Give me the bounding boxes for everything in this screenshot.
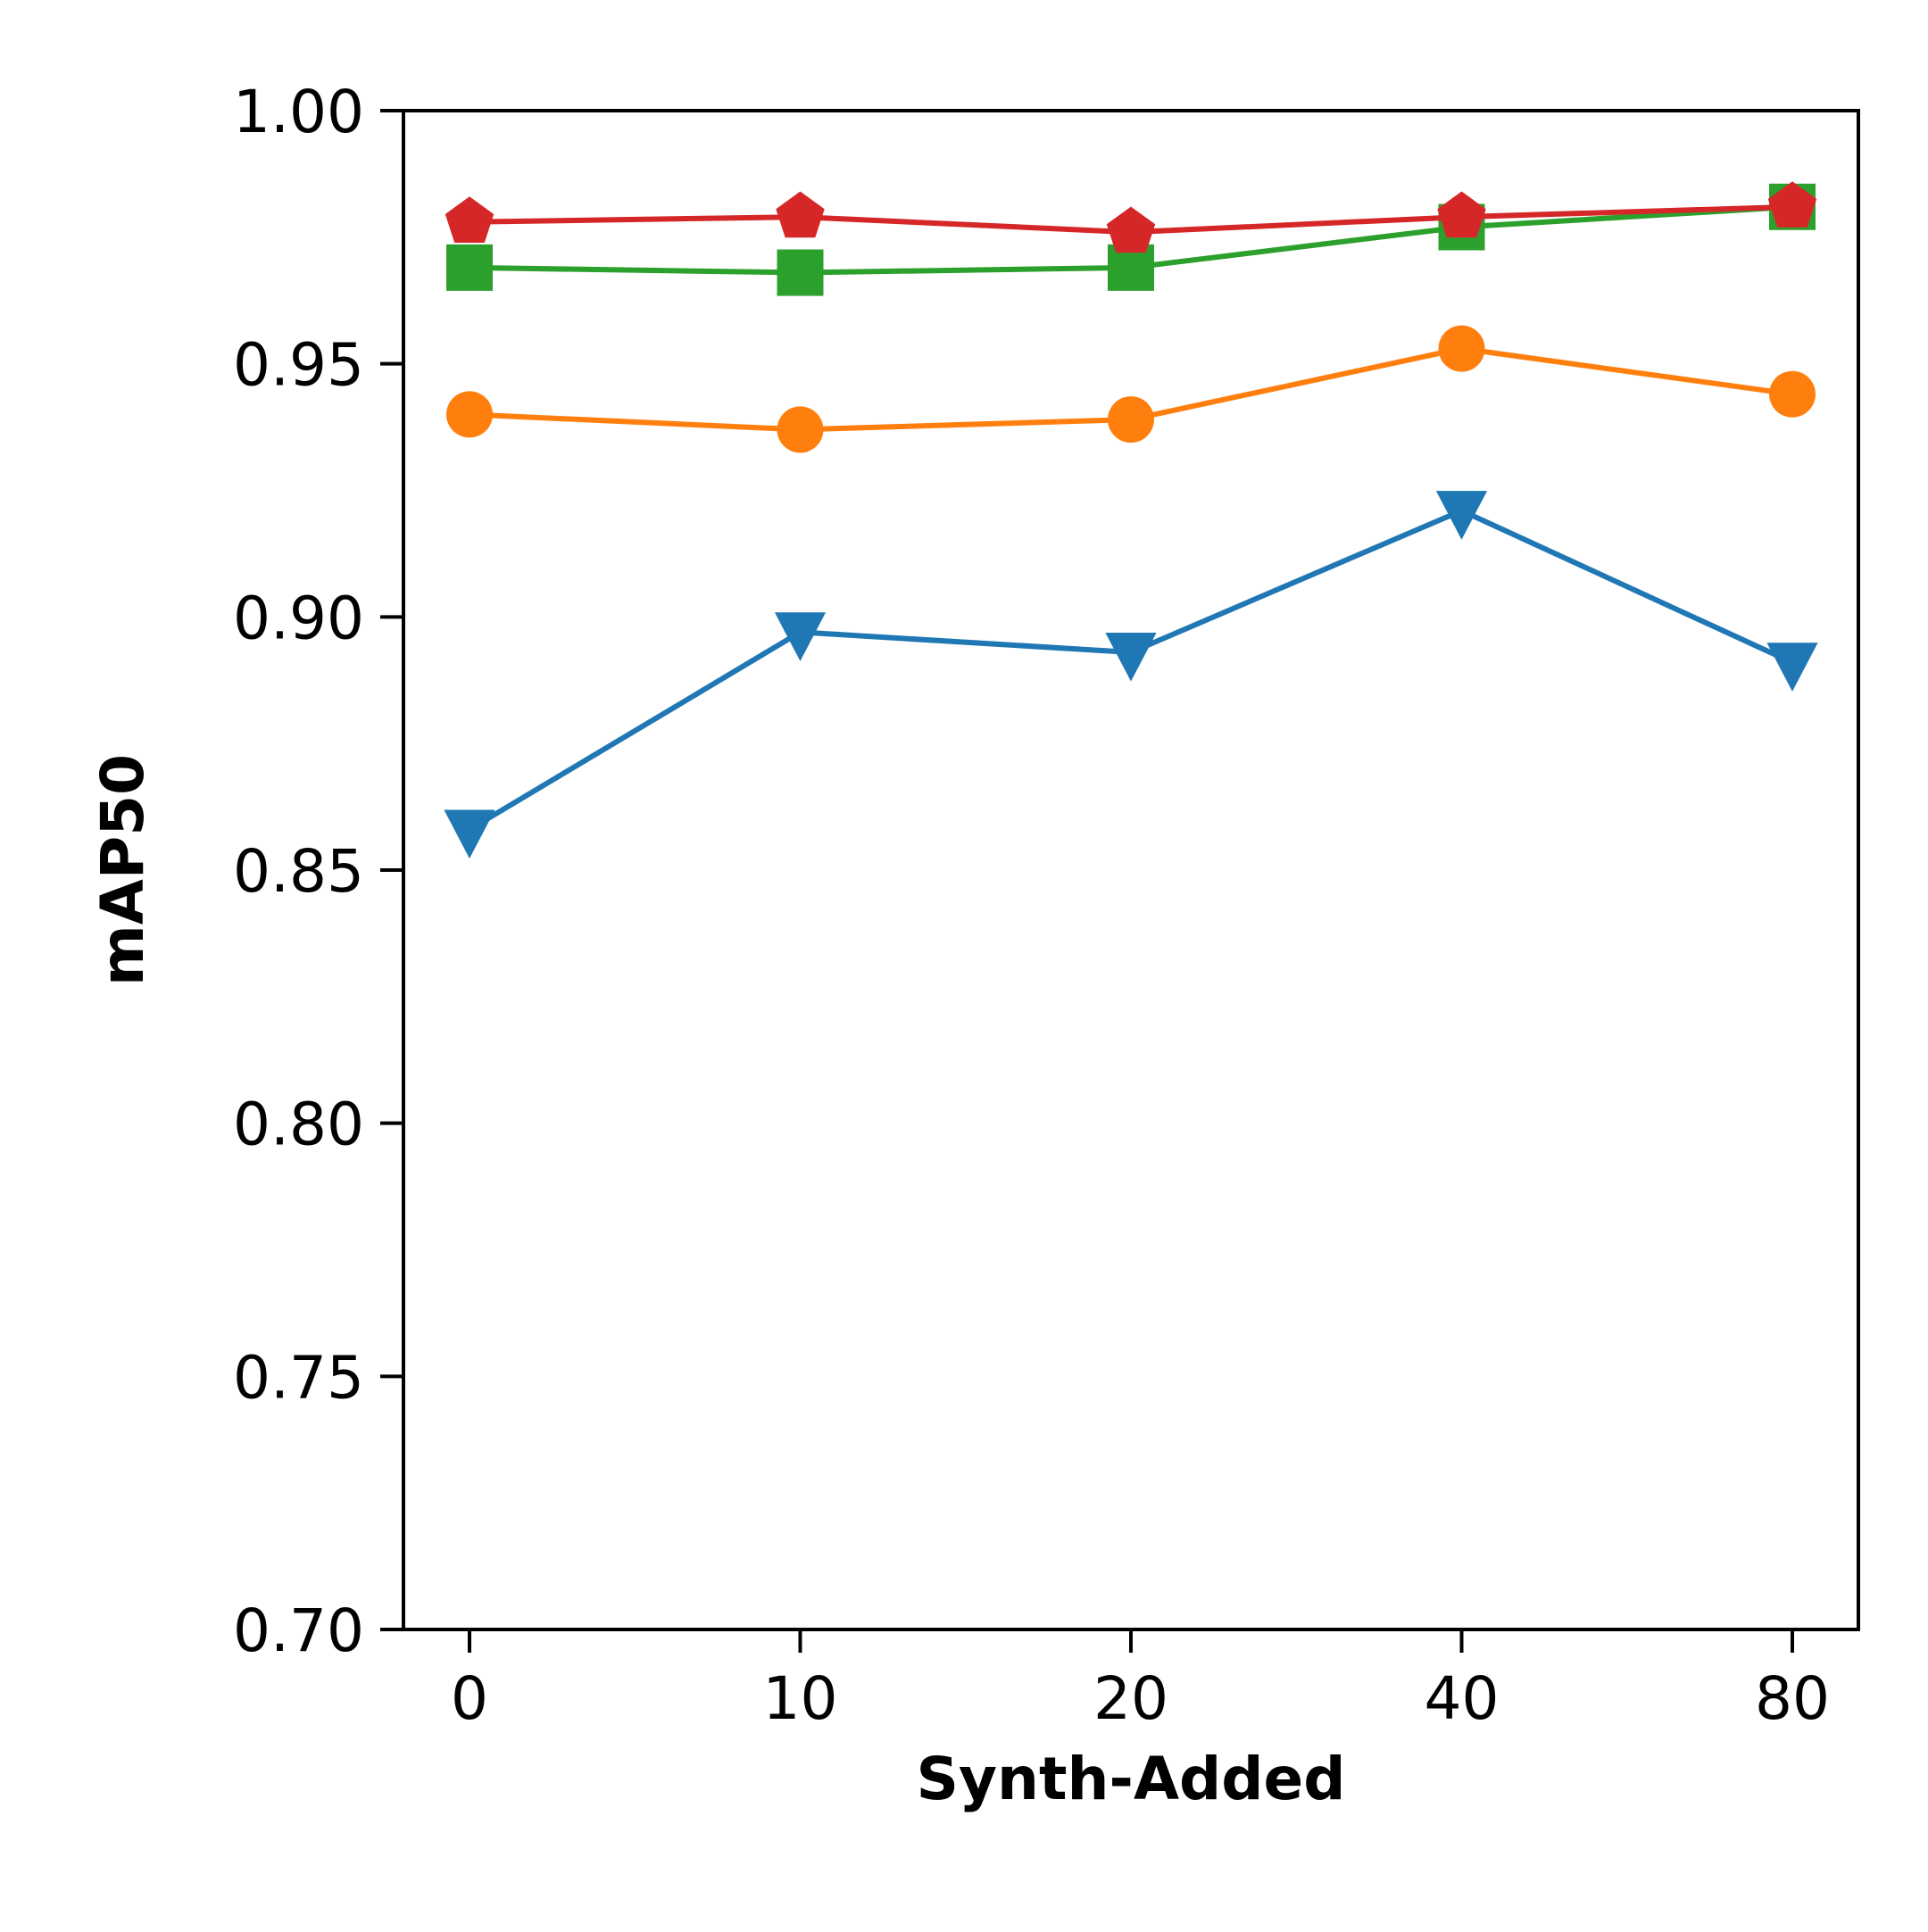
- x-tick-label: 80: [1755, 1664, 1830, 1733]
- series-2: [446, 325, 1816, 453]
- data-point: [445, 196, 494, 243]
- x-tick-label: 10: [763, 1664, 838, 1733]
- data-point: [446, 244, 493, 291]
- data-point: [1106, 206, 1156, 253]
- y-tick-label: 0.90: [233, 584, 364, 652]
- data-point: [777, 249, 824, 296]
- data-point: [1435, 491, 1488, 540]
- data-point: [446, 391, 493, 438]
- y-tick-label: 0.85: [233, 837, 364, 906]
- x-tick-label: 40: [1425, 1664, 1500, 1733]
- data-point: [1769, 370, 1816, 418]
- x-axis: 0 10 20 40 80: [451, 1629, 1830, 1733]
- y-axis: 0.70 0.75 0.80 0.85 0.90 0.95 1.00: [233, 78, 403, 1665]
- x-tick-label: 20: [1093, 1664, 1168, 1733]
- axes-frame: [402, 109, 1860, 1631]
- series-4: [445, 181, 1817, 253]
- y-axis-title: mAP50: [88, 754, 157, 986]
- data-point: [1767, 181, 1817, 228]
- data-point: [1437, 191, 1486, 238]
- data-point: [777, 406, 824, 453]
- y-tick-label: 0.75: [233, 1343, 364, 1412]
- y-tick-label: 0.95: [233, 331, 364, 400]
- data-point: [1105, 632, 1157, 682]
- plot-area: [444, 181, 1818, 859]
- data-point: [444, 809, 495, 859]
- data-point: [1108, 396, 1154, 444]
- y-tick-label: 0.70: [233, 1596, 364, 1665]
- y-tick-label: 1.00: [233, 78, 364, 146]
- series-1: [444, 491, 1818, 859]
- data-point: [774, 612, 827, 661]
- data-point: [776, 191, 825, 238]
- x-tick-label: 0: [451, 1664, 488, 1733]
- data-point: [1766, 643, 1818, 692]
- x-axis-title: Synth-Added: [916, 1745, 1345, 1813]
- data-point: [1438, 325, 1485, 372]
- y-tick-label: 0.80: [233, 1090, 364, 1159]
